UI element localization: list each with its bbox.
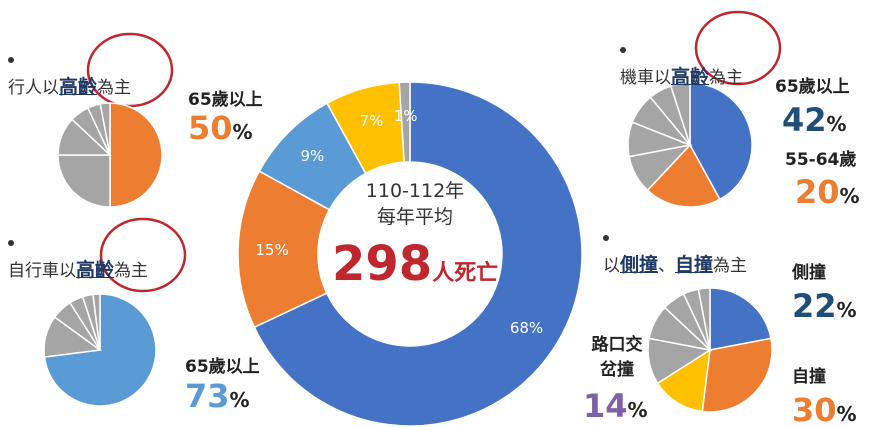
value-unit: % — [839, 184, 860, 208]
slice — [646, 143, 721, 208]
data-label-unit: % — [310, 147, 325, 166]
value-unit: % — [836, 298, 857, 322]
bullet-dot — [8, 57, 14, 63]
value-label: 50% — [188, 112, 253, 144]
center-line: 110-112年 — [365, 180, 465, 202]
value-unit: % — [627, 398, 648, 422]
title-part: 高齡 — [671, 66, 710, 88]
data-label-value: 7 — [359, 112, 370, 131]
data-label: 1% — [394, 107, 418, 125]
value-number: 30 — [792, 391, 837, 427]
highlight-circles — [86, 10, 782, 293]
category-text: 65歲以上 — [775, 77, 850, 97]
slice — [701, 337, 773, 413]
slice — [709, 287, 772, 351]
slice — [656, 348, 711, 413]
title-part: 為主 — [713, 256, 748, 276]
category-label: 自撞 — [792, 362, 826, 387]
title-part: 高齡 — [76, 259, 115, 281]
value-label: 14% — [583, 390, 648, 422]
category-label: 55-64歲 — [785, 145, 856, 170]
title-part: 為主 — [709, 68, 744, 88]
value-label: 22% — [792, 290, 857, 322]
value-label: 30% — [792, 394, 857, 426]
value-number: 22 — [792, 287, 837, 325]
value-unit: % — [826, 112, 847, 136]
value-unit: % — [232, 120, 253, 144]
slice — [99, 102, 111, 156]
data-label-unit: % — [274, 240, 289, 259]
title-part: 、 — [658, 256, 676, 276]
data-label-value: 9 — [300, 147, 311, 166]
section-title: 自行車以高齡為主 — [8, 235, 148, 282]
value-number: 50 — [188, 109, 233, 147]
data-label: 15% — [255, 241, 288, 259]
data-label-value: 1 — [393, 107, 404, 126]
category-label: 65歲以上 — [188, 85, 263, 110]
center-text: 110-112年 — [360, 176, 470, 203]
value-number: 14 — [583, 387, 628, 425]
bullet-dot — [8, 240, 14, 246]
category-text: 自撞 — [792, 367, 826, 387]
slice — [398, 81, 411, 163]
data-label-value: 15 — [255, 240, 275, 259]
section-title: 以側撞、自撞為主 — [603, 230, 747, 277]
value-number: 20 — [795, 173, 840, 211]
category-text: 側撞 — [792, 263, 826, 283]
value-label: 20% — [795, 176, 860, 208]
data-label-unit: % — [403, 107, 418, 126]
slice — [253, 81, 583, 427]
slice — [57, 154, 111, 208]
slice — [92, 293, 101, 351]
title-part: 自撞 — [675, 254, 714, 276]
data-label-unit: % — [369, 112, 384, 131]
value-number: 73 — [185, 377, 230, 415]
value-unit: % — [229, 388, 250, 412]
category-text: 65歲以上 — [188, 90, 263, 110]
highlight-circle — [86, 32, 174, 108]
category-label: 路口交岔撞 — [590, 330, 644, 380]
center-text: 每年平均 — [360, 202, 470, 229]
data-label-unit: % — [528, 318, 544, 337]
slice — [697, 287, 711, 351]
title-part: 側撞 — [620, 254, 659, 276]
data-label: 9% — [301, 147, 325, 165]
slice — [109, 102, 163, 208]
total-text: 人死亡 — [432, 261, 499, 286]
value-unit: % — [836, 402, 857, 426]
highlight-circle — [99, 217, 187, 293]
bullet-dot — [603, 235, 609, 241]
slice — [689, 82, 753, 201]
title-part: 行人以 — [8, 78, 59, 98]
data-label: 68% — [510, 319, 543, 337]
data-label: 7% — [360, 112, 384, 130]
category-label: 65歲以上 — [185, 352, 260, 377]
category-text: 路口交岔撞 — [591, 335, 643, 380]
category-label: 側撞 — [792, 258, 826, 283]
total-label: 298人死亡 — [332, 236, 498, 292]
title-part: 為主 — [97, 78, 132, 98]
title-part: 以 — [603, 256, 620, 276]
category-text: 65歲以上 — [185, 357, 260, 377]
value-number: 42 — [782, 101, 827, 139]
title-part: 為主 — [114, 261, 149, 281]
title-part: 高齡 — [59, 76, 98, 98]
value-label: 42% — [782, 104, 847, 136]
total-value: 298 — [332, 236, 433, 292]
category-text: 55-64歲 — [785, 150, 857, 170]
data-label-value: 68 — [509, 318, 529, 337]
slice — [669, 82, 691, 146]
highlight-circle — [694, 10, 782, 86]
bullet-dot — [620, 47, 626, 53]
section-title: 機車以高齡為主 — [620, 42, 743, 89]
category-label: 65歲以上 — [775, 72, 850, 97]
title-part: 機車以 — [620, 68, 671, 88]
center-line: 每年平均 — [376, 206, 453, 228]
title-part: 自行車以 — [8, 261, 76, 281]
section-title: 行人以高齡為主 — [8, 52, 131, 99]
value-label: 73% — [185, 380, 250, 412]
